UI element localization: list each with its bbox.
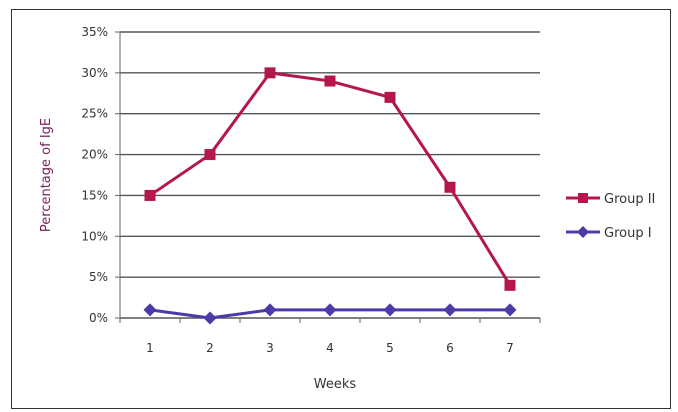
data-point bbox=[323, 303, 337, 317]
series-group-ii bbox=[144, 67, 516, 291]
data-point bbox=[143, 303, 157, 317]
data-point bbox=[263, 303, 277, 317]
x-axis-title: Weeks bbox=[314, 377, 357, 392]
legend-item: Group I bbox=[566, 226, 652, 241]
chart-frame bbox=[11, 9, 671, 409]
x-tick-label: 4 bbox=[326, 341, 334, 355]
data-point bbox=[503, 303, 517, 317]
series-group-i bbox=[143, 303, 517, 325]
y-tick-label: 5% bbox=[89, 270, 108, 284]
y-tick-label: 0% bbox=[89, 311, 108, 325]
data-point bbox=[444, 181, 456, 193]
data-point bbox=[384, 91, 396, 103]
gridlines bbox=[120, 31, 540, 278]
data-point bbox=[577, 226, 589, 238]
x-tick-label: 7 bbox=[506, 341, 514, 355]
y-tick-label: 25% bbox=[81, 107, 108, 121]
x-tick-label: 5 bbox=[386, 341, 394, 355]
data-point bbox=[578, 193, 588, 203]
y-tick-label: 10% bbox=[81, 229, 108, 243]
x-tick-label: 6 bbox=[446, 341, 454, 355]
data-point bbox=[204, 149, 216, 161]
x-tick-label: 3 bbox=[266, 341, 274, 355]
legend-label: Group II bbox=[604, 192, 655, 207]
y-axis-title: Percentage of IgE bbox=[39, 118, 54, 232]
legend-label: Group I bbox=[604, 226, 652, 241]
series-line bbox=[149, 71, 512, 287]
y-tick-label: 20% bbox=[81, 148, 108, 162]
data-point bbox=[383, 303, 397, 317]
data-point bbox=[504, 279, 516, 291]
data-point bbox=[324, 75, 336, 87]
y-tick-label: 15% bbox=[81, 188, 108, 202]
legend: Group II Group I bbox=[566, 192, 655, 241]
x-tick-labels: 1 2 3 4 5 6 7 bbox=[146, 341, 514, 355]
series-group bbox=[143, 67, 517, 325]
y-tick-label: 30% bbox=[81, 66, 108, 80]
x-tick-label: 1 bbox=[146, 341, 154, 355]
y-tick-label: 35% bbox=[81, 25, 108, 39]
axes bbox=[115, 31, 541, 323]
data-point bbox=[144, 189, 156, 201]
data-point bbox=[264, 67, 276, 79]
y-tick-labels: 0% 5% 10% 15% 20% 25% 30% 35% bbox=[81, 25, 108, 325]
data-point bbox=[443, 303, 457, 317]
x-tick-label: 2 bbox=[206, 341, 214, 355]
legend-item: Group II bbox=[566, 192, 655, 207]
data-point bbox=[203, 311, 217, 325]
